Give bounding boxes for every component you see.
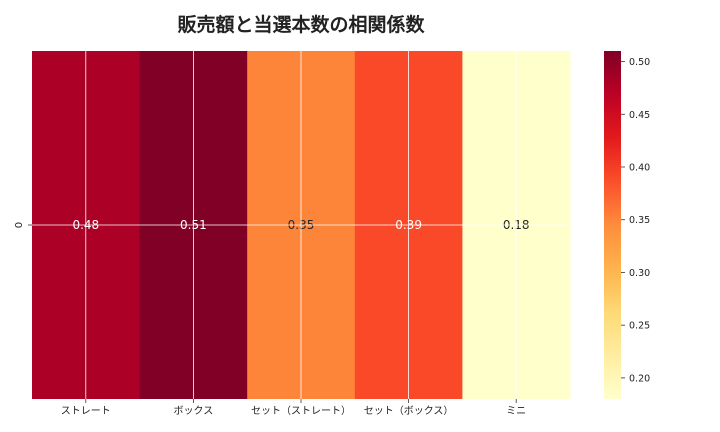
colorbar-tick-label: 0.25 [629,321,650,332]
x-tick-label: ボックス [174,405,214,417]
colorbar-tick-label: 0.20 [629,373,650,384]
colorbar-tick-label: 0.45 [629,110,650,121]
x-tick-label: ストレート [61,406,111,417]
heatmap-grid-lines [32,51,570,399]
y-axis-ticks: 0 [14,222,32,228]
colorbar: 0.20 0.25 0.30 0.35 0.40 0.45 0.50 [604,51,650,399]
colorbar-tick-label: 0.35 [629,215,650,226]
colorbar-tick-label: 0.40 [629,163,650,174]
x-tick-label: セット（ボックス） [364,405,454,417]
x-tick-label: セット（ストレート） [251,405,351,417]
x-tick-label: ミニ [506,406,526,417]
colorbar-gradient [604,51,621,399]
chart-title: 販売額と当選本数の相関係数 [177,13,425,36]
colorbar-tick-label: 0.50 [629,57,650,68]
colorbar-tick-label: 0.30 [629,268,650,279]
x-axis-ticks: ストレート ボックス セット（ストレート） セット（ボックス） ミニ [61,399,526,417]
y-tick-label: 0 [14,222,25,228]
